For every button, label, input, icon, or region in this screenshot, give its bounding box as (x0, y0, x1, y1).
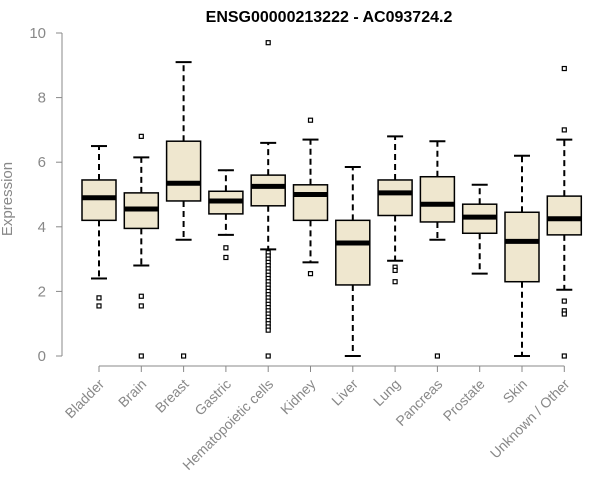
y-tick-label: 0 (38, 348, 46, 365)
category-label: Lung (370, 376, 403, 409)
outlier-point (561, 298, 567, 304)
y-axis-label: Expression (0, 162, 16, 236)
outlier-point (96, 295, 102, 301)
box-group (123, 133, 160, 359)
outlier-point (181, 353, 187, 359)
outlier-point (561, 311, 567, 317)
y-tick-label: 6 (38, 154, 46, 171)
box-iqr (377, 179, 413, 217)
box-iqr (335, 219, 371, 286)
y-tick-label: 10 (29, 25, 46, 42)
x-ticks (98, 366, 565, 372)
chart-title: ENSG00000213222 - AC093724.2 (206, 9, 453, 26)
box-group (165, 61, 202, 359)
outlier-point (561, 65, 567, 72)
box-iqr (292, 184, 329, 222)
box-group (419, 140, 456, 359)
outlier-point (96, 303, 102, 309)
outlier-point (392, 267, 398, 274)
outlier-point (138, 353, 144, 359)
box-group (377, 135, 413, 285)
outlier-point (561, 353, 567, 359)
box-iqr (546, 195, 583, 236)
box-group (504, 154, 540, 357)
outlier-point (265, 353, 271, 359)
outlier-point (307, 271, 314, 277)
outlier-point (307, 117, 314, 123)
category-label: Liver (328, 376, 361, 409)
category-label: Pancreas (392, 376, 445, 429)
box-iqr (165, 140, 202, 202)
category-label: Prostate (440, 376, 488, 424)
outlier-point (138, 133, 144, 139)
box-group (250, 40, 286, 359)
category-label: Brain (115, 376, 149, 410)
category-label: Skin (500, 376, 531, 407)
outlier-point (138, 303, 144, 309)
outlier-point (265, 40, 271, 46)
category-label: Breast (152, 376, 192, 416)
y-tick-label: 2 (38, 283, 46, 300)
boxes (81, 40, 583, 359)
box-group (81, 145, 117, 309)
outlier-point (138, 293, 144, 299)
category-label: Unknown / Other (487, 376, 573, 462)
box-group (461, 183, 498, 275)
y-tick-label: 8 (38, 90, 46, 107)
outlier-point (561, 127, 567, 133)
box-group (292, 117, 329, 277)
box-iqr (504, 211, 540, 283)
outlier-point (265, 327, 271, 333)
box-iqr (419, 175, 456, 223)
box-iqr (250, 174, 286, 207)
box-group (208, 169, 244, 261)
y-ticks: 0 2 4 6 8 10 (29, 25, 62, 365)
outlier-point (223, 245, 229, 251)
category-label: Bladder (62, 376, 108, 422)
outlier-point (223, 254, 229, 261)
box-group (546, 65, 583, 359)
outlier-point (434, 353, 440, 359)
outlier-point (392, 279, 398, 285)
category-label: Kidney (277, 376, 319, 418)
box-group (335, 166, 371, 357)
y-tick-label: 4 (38, 219, 46, 236)
